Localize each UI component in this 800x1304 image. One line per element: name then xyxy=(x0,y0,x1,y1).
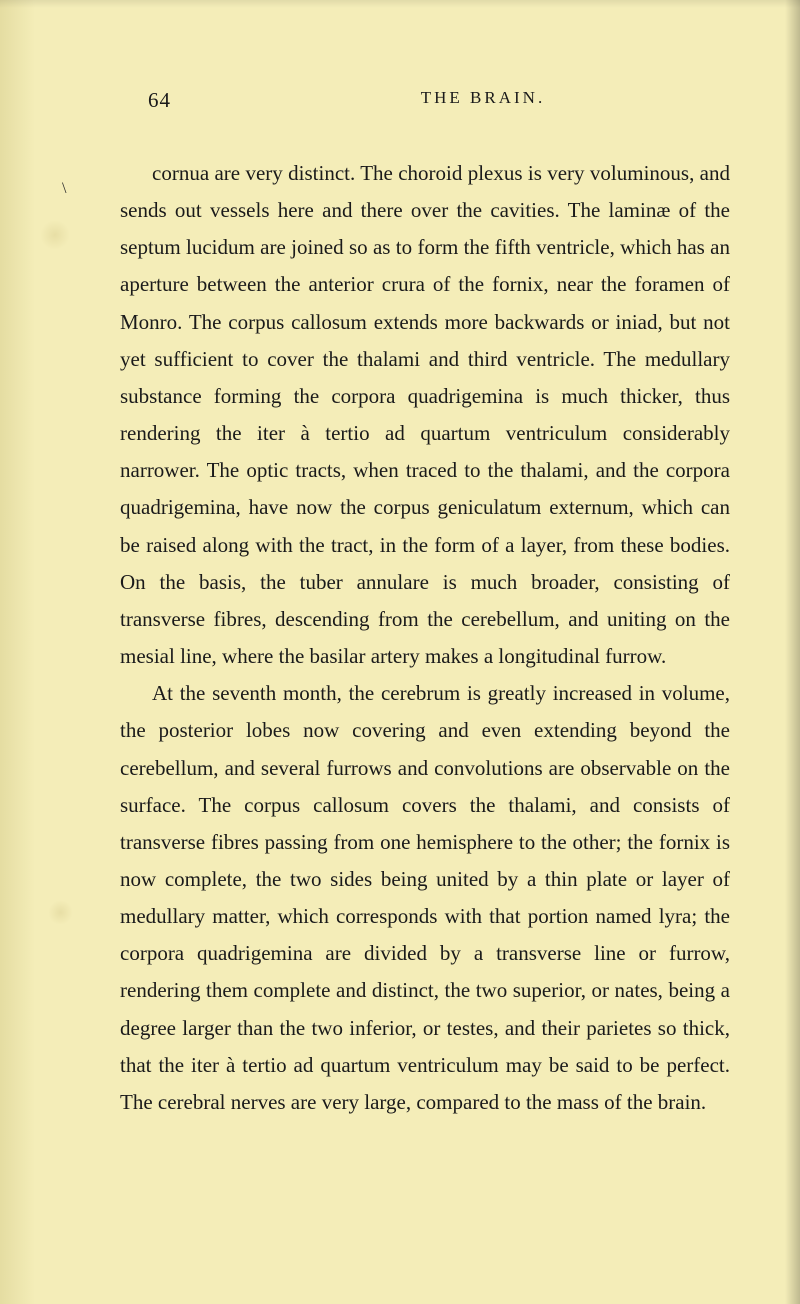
paragraph-1: cornua are very distinct. The choroid pl… xyxy=(120,155,730,675)
header-spacer xyxy=(690,88,730,113)
page-container: 64 THE BRAIN. \ cornua are very distinct… xyxy=(0,0,800,1304)
page-header: 64 THE BRAIN. xyxy=(120,88,730,113)
body-text: cornua are very distinct. The choroid pl… xyxy=(120,155,730,1121)
page-shadow-right xyxy=(785,0,800,1304)
page-number: 64 xyxy=(148,88,171,113)
section-title: THE BRAIN. xyxy=(421,88,545,113)
paragraph-2: At the seventh month, the cerebrum is gr… xyxy=(120,675,730,1121)
margin-annotation: \ xyxy=(62,180,66,198)
